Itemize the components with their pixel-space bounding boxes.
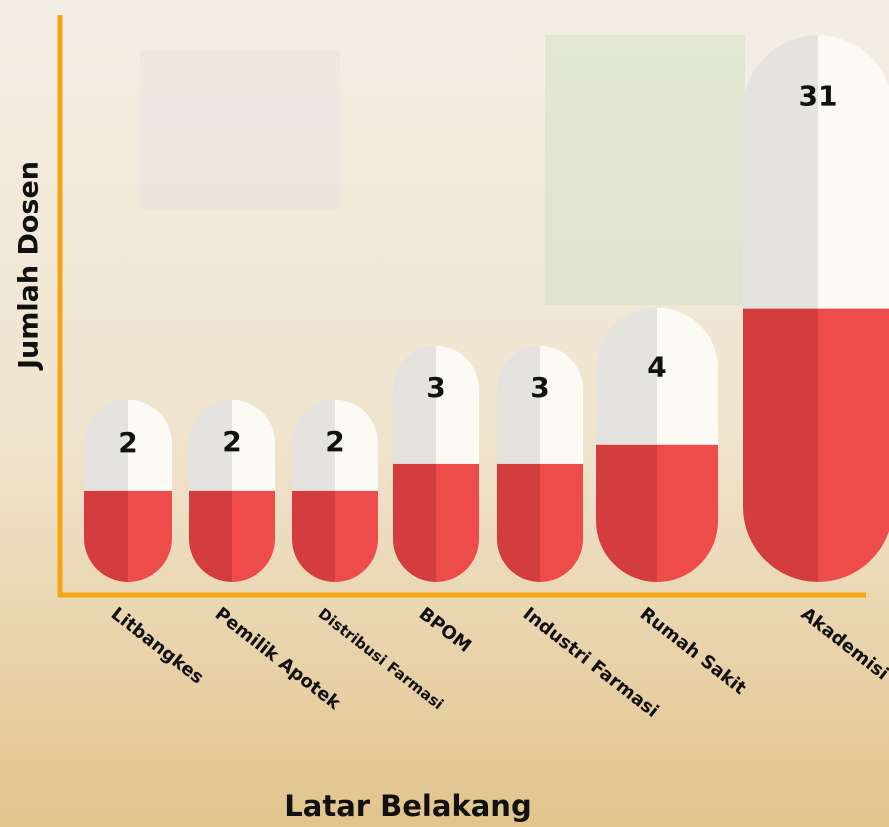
value-label: 4 bbox=[647, 351, 666, 384]
pill-cap-left bbox=[743, 35, 818, 308]
pill-body-right bbox=[818, 309, 889, 582]
value-label: 3 bbox=[426, 371, 445, 404]
chart: Jumlah Dosen Latar Belakang 2Litbangkes2… bbox=[0, 0, 889, 827]
pill-cap-right bbox=[818, 35, 889, 308]
value-label: 2 bbox=[118, 426, 137, 459]
value-label: 2 bbox=[325, 425, 344, 458]
y-axis-title: Jumlah Dosen bbox=[14, 161, 45, 371]
background-shelf bbox=[545, 35, 745, 305]
value-label: 3 bbox=[530, 371, 549, 404]
pill-bar bbox=[596, 308, 718, 582]
value-label: 31 bbox=[799, 79, 838, 112]
pill-bar bbox=[743, 35, 889, 582]
value-label: 2 bbox=[222, 425, 241, 458]
x-axis-title: Latar Belakang bbox=[284, 789, 531, 823]
pill-body-left bbox=[743, 309, 818, 582]
background-cabinet bbox=[140, 50, 340, 210]
